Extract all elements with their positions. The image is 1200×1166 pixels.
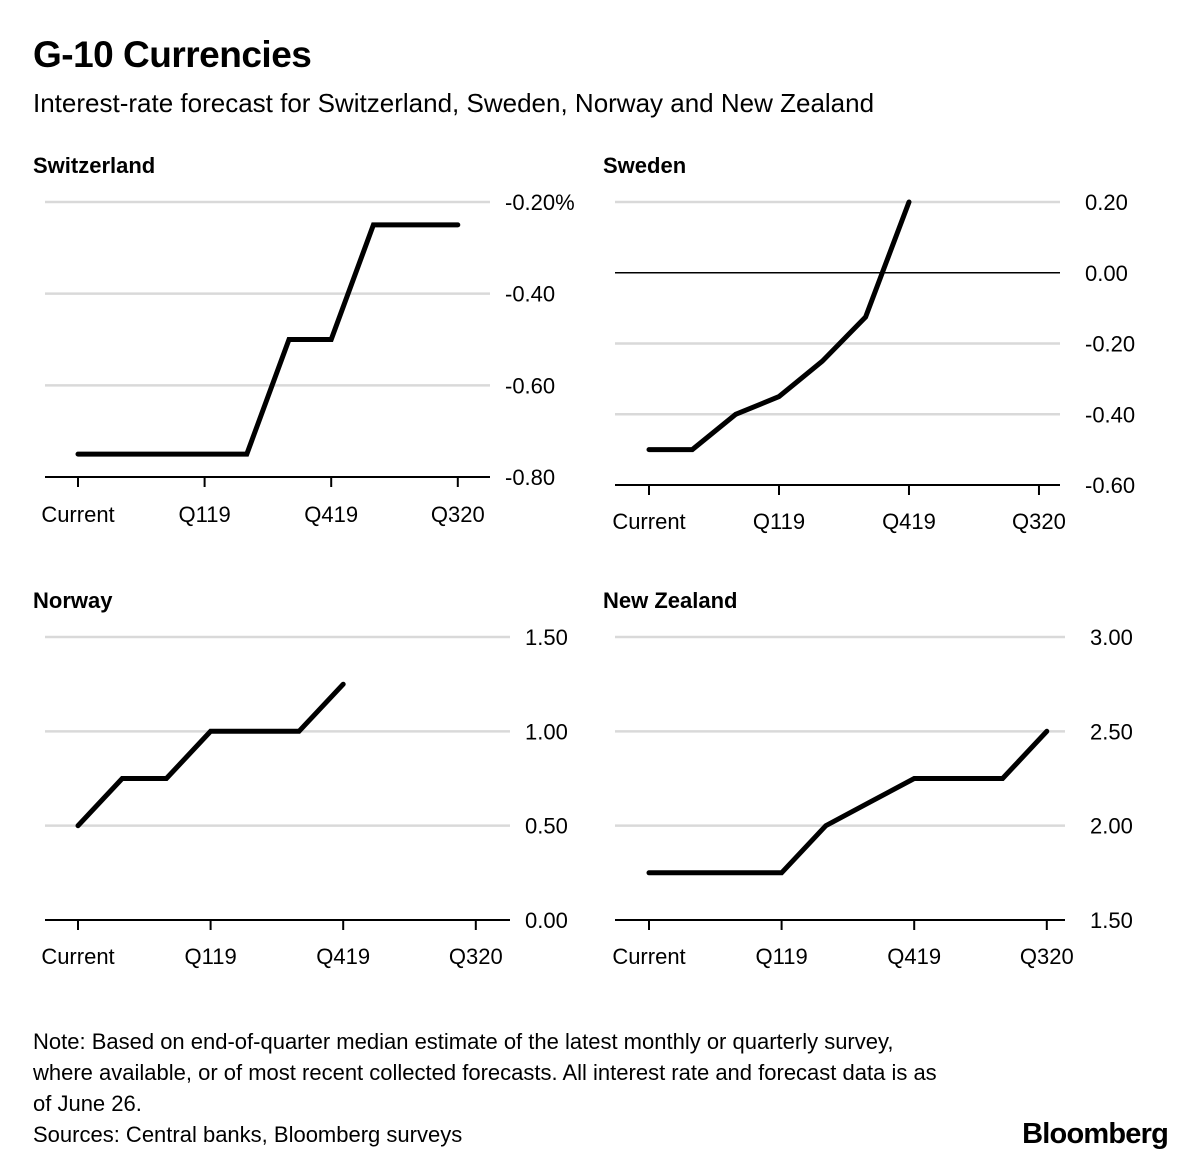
x-tick-label-switzerland: Q320 (431, 502, 485, 527)
series-line-sweden (646, 199, 912, 453)
y-tick-label-new-zealand: 3.00 (1090, 625, 1133, 650)
bloomberg-logo: Bloomberg (1022, 1118, 1169, 1150)
x-tick-label-norway: Q419 (316, 944, 370, 969)
panel-title-switzerland: Switzerland (33, 153, 156, 178)
x-tick-label-new-zealand: Q419 (887, 944, 941, 969)
x-tick-label-new-zealand: Q119 (756, 944, 808, 969)
panel-title-new-zealand: New Zealand (603, 588, 738, 613)
x-tick-label-new-zealand: Q320 (1020, 944, 1074, 969)
y-tick-label-switzerland: -0.20% (505, 190, 575, 215)
series-line-switzerland (75, 222, 461, 457)
x-tick-label-sweden: Q320 (1012, 509, 1066, 534)
chart-subtitle: Interest-rate forecast for Switzerland, … (33, 88, 875, 118)
panel-title-norway: Norway (33, 588, 113, 613)
series-line-norway (75, 681, 346, 829)
y-tick-label-sweden: -0.60 (1085, 473, 1135, 498)
series-line-new-zealand (646, 728, 1050, 876)
y-tick-label-norway: 1.50 (525, 625, 568, 650)
y-tick-label-switzerland: -0.60 (505, 373, 555, 398)
y-tick-label-sweden: -0.20 (1085, 332, 1135, 357)
note-text: Note: Based on end-of-quarter median est… (33, 1029, 937, 1116)
y-tick-label-sweden: -0.40 (1085, 402, 1135, 427)
y-tick-label-switzerland: -0.40 (505, 282, 555, 307)
y-tick-label-new-zealand: 2.00 (1090, 814, 1133, 839)
footnote: Note: Based on end-of-quarter median est… (33, 1026, 953, 1150)
y-tick-label-new-zealand: 1.50 (1090, 908, 1133, 933)
chart-title: G-10 Currencies (33, 34, 312, 75)
x-tick-label-switzerland: Q119 (179, 502, 231, 527)
y-tick-label-new-zealand: 2.50 (1090, 719, 1133, 744)
x-tick-label-sweden: Current (612, 509, 685, 534)
y-tick-label-sweden: 0.20 (1085, 190, 1128, 215)
x-tick-label-switzerland: Current (41, 502, 114, 527)
x-tick-label-switzerland: Q419 (304, 502, 358, 527)
x-tick-label-sweden: Q419 (882, 509, 936, 534)
y-tick-label-norway: 0.00 (525, 908, 568, 933)
y-tick-label-norway: 0.50 (525, 814, 568, 839)
y-tick-label-switzerland: -0.80 (505, 465, 555, 490)
panel-title-sweden: Sweden (603, 153, 687, 178)
x-tick-label-norway: Q119 (185, 944, 237, 969)
x-tick-label-sweden: Q119 (753, 509, 805, 534)
x-tick-label-norway: Q320 (449, 944, 503, 969)
y-tick-label-norway: 1.00 (525, 719, 568, 744)
y-tick-label-sweden: 0.00 (1085, 261, 1128, 286)
sources-text: Sources: Central banks, Bloomberg survey… (33, 1122, 463, 1147)
x-tick-label-norway: Current (41, 944, 114, 969)
x-tick-label-new-zealand: Current (612, 944, 685, 969)
